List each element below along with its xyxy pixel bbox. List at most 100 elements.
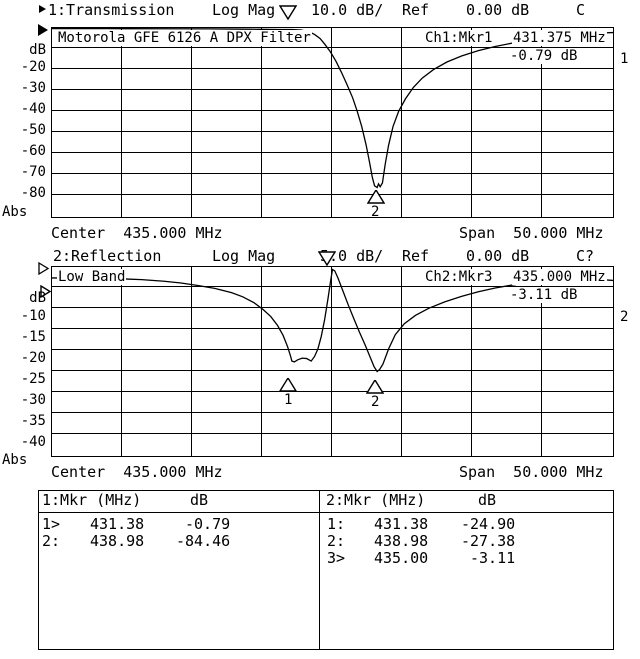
gridline-h — [52, 412, 613, 413]
gridline-v — [121, 267, 122, 456]
marker-table-1-row-db: -0.79 — [185, 515, 231, 533]
channel1-format[interactable]: Log Mag — [212, 1, 276, 19]
channel2-marker-amplitude: -3.11 dB — [509, 287, 579, 303]
channel2-span-label[interactable]: Span 50.000 MHz — [459, 463, 604, 481]
channel1-trace — [52, 28, 613, 189]
marker-table-2-row-freq: 438.98 — [374, 532, 429, 550]
marker-table-2-row-freq: 431.38 — [374, 515, 429, 533]
channel2-trace-right-label: 2 — [620, 309, 629, 325]
channel2-y-tick: -10 — [20, 308, 46, 324]
marker-table-1-header-col1: 1:Mkr (MHz) — [42, 491, 142, 509]
marker-table-2-row-freq: 435.00 — [374, 549, 429, 567]
channel2-title[interactable]: 2:Reflection — [53, 247, 162, 265]
channel2-marker-1-label: 1 — [284, 392, 293, 408]
table-header-rule-left — [39, 512, 320, 513]
channel1-device-title: Motorola GFE 6126 A DPX Filter — [57, 30, 312, 46]
table-header-rule-right — [320, 512, 614, 513]
channel1-y-tick: -40 — [20, 101, 46, 117]
channel2-marker-frequency: 435.000 MHz — [512, 269, 607, 285]
gridline-v — [471, 28, 472, 217]
channel1-y-tick: -80 — [20, 185, 46, 201]
marker-table-2-row-db: -3.11 — [470, 549, 516, 567]
channel1-span-label[interactable]: Span 50.000 MHz — [459, 224, 604, 242]
channel1-y-tick: -70 — [20, 164, 46, 180]
channel2-marker-2[interactable] — [366, 380, 384, 394]
channel2-y-unit: dB — [29, 290, 46, 306]
gridline-h — [52, 89, 613, 90]
marker-table-1-header-col2: dB — [190, 491, 209, 509]
channel1-marker-frequency: 431.375 MHz — [512, 30, 607, 46]
gridline-v — [401, 28, 402, 217]
channel1-center-label[interactable]: Center 435.000 MHz — [51, 224, 223, 242]
channel1-ref-value[interactable]: 0.00 dB — [466, 1, 530, 19]
channel2-y-tick: -20 — [20, 350, 46, 366]
channel2-marker-2-label: 2 — [371, 394, 380, 410]
gridline-v — [331, 28, 332, 217]
gridline-v — [261, 267, 262, 456]
gridline-v — [541, 28, 542, 217]
channel2-marker-1[interactable] — [279, 378, 297, 392]
gridline-h — [52, 286, 613, 287]
gridline-h — [52, 307, 613, 308]
channel1-marker-active-pointer[interactable] — [279, 5, 297, 21]
gridline-h — [52, 47, 613, 48]
channel2-trace — [52, 268, 613, 373]
marker-tables[interactable] — [38, 490, 614, 650]
channel1-y-unit: dB — [29, 42, 46, 58]
channel1-y-tick: -20 — [20, 59, 46, 75]
marker-table-2-header-col1: 2:Mkr (MHz) — [326, 491, 426, 509]
channel1-y-tick: -60 — [20, 143, 46, 159]
channel1-y-abs-label: Abs — [2, 204, 28, 220]
marker-table-1-row-freq: 438.98 — [90, 532, 145, 550]
channel1-marker-amplitude: -0.79 dB — [509, 48, 579, 64]
channel2-y-tick: -40 — [20, 434, 46, 450]
gridline-h — [52, 349, 613, 350]
marker-table-2-row-id: 2: — [327, 532, 346, 550]
channel1-correction-flag: C — [576, 1, 586, 19]
marker-table-2-row-id: 3> — [327, 549, 346, 567]
gridline-v — [471, 267, 472, 456]
channel2-correction-flag: C? — [576, 247, 595, 265]
gridline-h — [52, 370, 613, 371]
marker-table-1-row-freq: 431.38 — [90, 515, 145, 533]
channel1-header-line: 1:Transmission Log Mag 10.0 dB/ Ref 0.00… — [0, 1, 640, 19]
marker-table-2-row-id: 1: — [327, 515, 346, 533]
channel1-active-pointer-icon — [38, 24, 50, 38]
channel2-format[interactable]: Log Mag — [212, 247, 276, 265]
channel2-marker-3[interactable] — [318, 251, 336, 267]
channel1-ref-label: Ref — [402, 1, 430, 19]
channel1-y-tick: -30 — [20, 80, 46, 96]
gridline-h — [52, 131, 613, 132]
table-vertical-divider — [319, 491, 320, 649]
channel1-scale[interactable]: 10.0 dB/ — [311, 1, 384, 19]
marker-table-1-row-db: -84.46 — [176, 532, 231, 550]
channel1-title[interactable]: 1:Transmission — [48, 1, 175, 19]
gridline-h — [52, 328, 613, 329]
marker-table-1-row-id: 2: — [42, 532, 61, 550]
channel2-band-title: Low Band — [57, 269, 127, 285]
channel1-trace-right-label: 1 — [620, 51, 629, 67]
channel1-marker-2[interactable] — [367, 190, 385, 204]
marker-table-2-row-db: -27.38 — [461, 532, 516, 550]
gridline-h — [52, 391, 613, 392]
channel1-marker-2-label: 2 — [371, 204, 380, 220]
channel2-y-tick: -25 — [20, 371, 46, 387]
gridline-v — [401, 267, 402, 456]
channel2-y-tick: -35 — [20, 413, 46, 429]
gridline-h — [52, 68, 613, 69]
gridline-h — [52, 152, 613, 153]
channel1-marker-channel: Ch1:Mkr1 — [424, 30, 494, 46]
gridline-h — [52, 110, 613, 111]
gridline-h — [52, 194, 613, 195]
gridline-h — [52, 433, 613, 434]
channel2-ref-value[interactable]: 0.00 dB — [466, 247, 530, 265]
channel2-y-abs-label: Abs — [2, 452, 28, 468]
channel2-ref-label: Ref — [402, 247, 430, 265]
marker-table-2-header-col2: dB — [478, 491, 497, 509]
channel2-marker-channel: Ch2:Mkr3 — [424, 269, 494, 285]
gridline-h — [52, 173, 613, 174]
channel2-center-label[interactable]: Center 435.000 MHz — [51, 463, 223, 481]
channel2-active-pointer-icon — [38, 262, 50, 276]
gridline-v — [191, 28, 192, 217]
marker-table-1-row-id: 1> — [42, 515, 61, 533]
